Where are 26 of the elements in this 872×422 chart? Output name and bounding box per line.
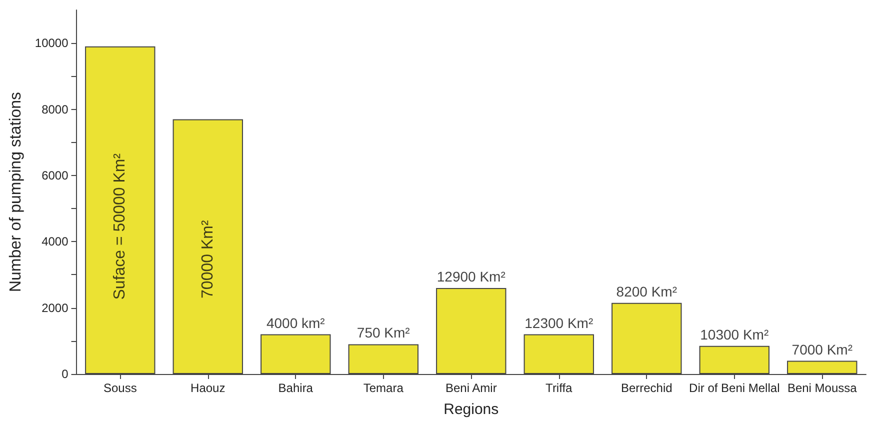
y-tick-label: 4000	[42, 234, 69, 249]
x-tick-label: Bahira	[278, 381, 314, 395]
annotation: 12300 Km²	[524, 314, 594, 331]
x-tick-label: Beni Moussa	[787, 381, 858, 395]
annotation: 70000 Km²	[199, 220, 216, 298]
y-tick-label: 2000	[42, 300, 69, 315]
annotation: 10300 Km²	[700, 326, 769, 342]
y-axis-title: Number of pumping stations	[8, 92, 24, 292]
annotation: 8200 Km²	[616, 283, 678, 300]
x-tick-label: Beni Amir	[445, 381, 497, 395]
y-tick-label: 6000	[42, 168, 69, 182]
x-tick-label: Temara	[363, 381, 404, 395]
x-axis-title: Regions	[444, 401, 499, 418]
y-tick-label: 8000	[42, 102, 69, 116]
x-tick-label: Berrechid	[620, 381, 672, 395]
annotation: 12900 Km²	[436, 268, 506, 284]
annotation: 750 Km²	[356, 324, 410, 341]
annotation: Suface = 50000 Km²	[112, 152, 129, 300]
x-tick-label: Haouz	[190, 381, 226, 395]
y-tick-label: 0	[62, 367, 69, 381]
x-tick-label: Dir of Beni Mellal	[689, 381, 780, 395]
annotation: 7000 Km²	[792, 341, 853, 358]
annotation: 4000 km²	[266, 314, 326, 331]
x-tick-label: Souss	[103, 381, 137, 395]
x-tick-label: Triffa	[546, 381, 573, 395]
y-tick-label: 10000	[34, 36, 69, 50]
